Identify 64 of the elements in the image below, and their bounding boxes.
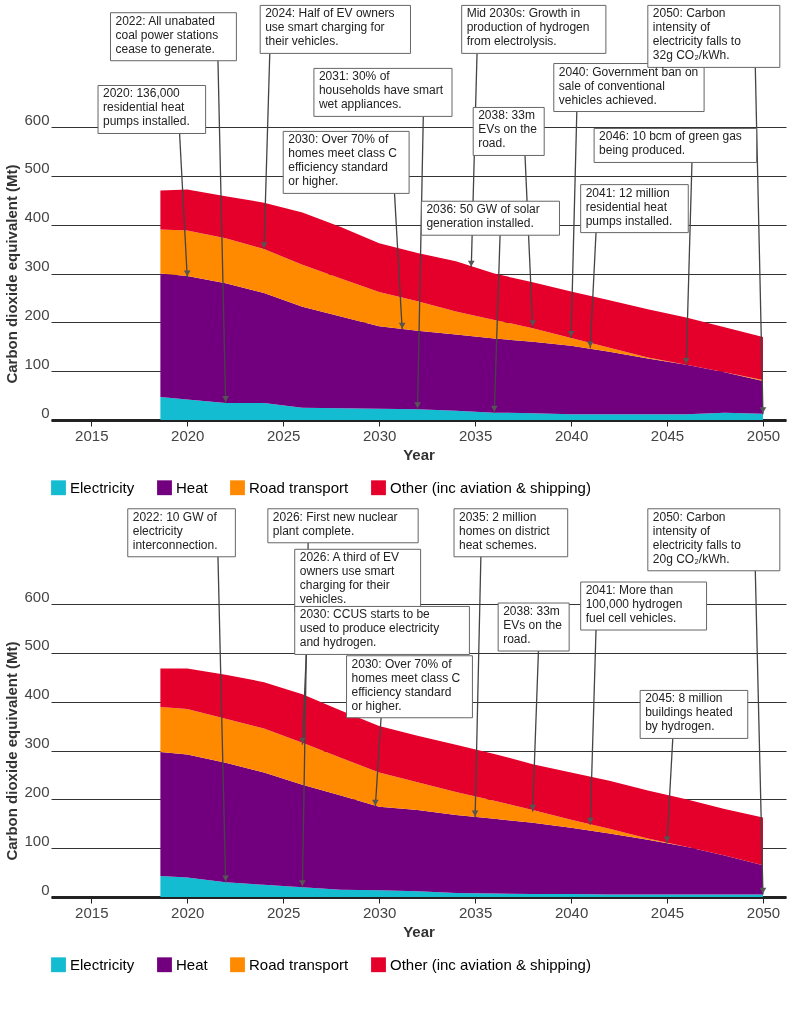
x-tick-label: 2050 — [746, 426, 781, 444]
annotation: 2035: 2 million homes on district heat schemes. — [459, 509, 551, 552]
y-tick-label: 400 — [24, 685, 50, 703]
legend-label: Heat — [176, 478, 209, 496]
legend-label: Electricity — [70, 955, 135, 973]
y-tick-label: 0 — [41, 880, 50, 898]
y-tick-label: 600 — [24, 110, 50, 128]
annotation: 2050: Carbon intensity of electricity falls to 20g CO₂/kWh. — [652, 509, 742, 566]
y-tick-label: 100 — [24, 354, 50, 372]
annotation: 2030: CCUS starts to be used to produce electricity and hydrogen. — [299, 607, 440, 650]
y-tick-label: 500 — [24, 159, 50, 177]
annotation: 2022: 10 GW of electricity interconnection. — [132, 509, 218, 552]
x-tick-label: 2040 — [554, 903, 589, 921]
annotation: 2022: All unabated coal power stations cease to generate. — [115, 13, 219, 56]
annotation: 2050: Carbon intensity of electricity falls to 32g CO₂/kWh. — [652, 6, 742, 63]
y-axis-title: Carbon dioxide equivalent (Mt) — [3, 164, 21, 384]
x-tick-label: 2020 — [171, 903, 205, 921]
x-tick-label: 2030 — [362, 903, 397, 921]
annotation: 2041: More than 100,000 hydrogen fuel cell vehicles. — [585, 583, 683, 626]
y-tick-label: 300 — [24, 734, 50, 751]
x-tick-label: 2035 — [458, 903, 493, 921]
annotation: 2031: 30% of households have smart wet appliances. — [317, 69, 444, 112]
annotation: 2038: 33m EVs on the road. — [503, 604, 563, 647]
legend-label: Road transport — [249, 955, 350, 973]
x-axis-title: Year — [403, 445, 436, 463]
x-tick-label: 2020 — [171, 426, 205, 444]
annotation: 2038: 33m EVs on the road. — [478, 108, 538, 151]
y-axis-title: Carbon dioxide equivalent (Mt) — [3, 641, 21, 861]
x-axis-title: Year — [403, 922, 436, 940]
x-tick-label: 2015 — [75, 903, 109, 921]
annotation: 2024: Half of EV owners use smart charging for their vehicles. — [265, 6, 395, 49]
annotation: 2030: Over 70% of homes meet class C efficiency standard or higher. — [288, 132, 398, 189]
annotation: 2040: Government ban on sale of conventional vehicles achieved. — [558, 64, 699, 107]
legend-label: Other (inc aviation & shipping) — [390, 955, 591, 973]
y-tick-label: 400 — [24, 208, 50, 226]
x-tick-label: 2050 — [746, 903, 781, 921]
y-tick-label: 200 — [24, 782, 50, 800]
x-tick-label: 2040 — [554, 426, 589, 444]
legend-label: Electricity — [70, 478, 135, 496]
y-tick-label: 200 — [24, 305, 50, 323]
annotation: 2030: Over 70% of homes meet class C efficiency standard or higher. — [351, 656, 461, 713]
y-tick-label: 300 — [24, 257, 50, 274]
x-tick-label: 2025 — [267, 903, 301, 921]
y-tick-label: 100 — [24, 831, 50, 849]
annotation: 2041: 12 million residential heat pumps installed. — [585, 185, 673, 228]
legend-label: Heat — [176, 955, 209, 973]
x-tick-label: 2025 — [267, 426, 301, 444]
x-tick-label: 2045 — [650, 426, 685, 444]
legend-label: Road transport — [249, 478, 350, 496]
y-tick-label: 600 — [24, 587, 50, 605]
y-tick-label: 500 — [24, 636, 50, 654]
annotation: 2026: First new nuclear plant complete. — [272, 509, 398, 538]
x-tick-label: 2035 — [458, 426, 493, 444]
x-tick-label: 2030 — [362, 426, 397, 444]
x-tick-label: 2015 — [75, 426, 109, 444]
annotation: 2020: 136,000 residential heat pumps installed. — [103, 86, 190, 129]
annotation: 2036: 50 GW of solar generation installed. — [426, 202, 540, 231]
x-tick-label: 2045 — [650, 903, 685, 921]
annotation: 2046: 10 bcm of green gas being produced. — [599, 129, 742, 158]
annotation: Mid 2030s: Growth in production of hydrogen from electrolysis. — [466, 6, 590, 49]
annotation: 2045: 8 million buildings heated by hydrogen. — [645, 691, 733, 734]
annotation: 2026: A third of EV owners use smart charging for their vehicles. — [299, 550, 400, 607]
legend-label: Other (inc aviation & shipping) — [390, 478, 591, 496]
y-tick-label: 0 — [41, 403, 50, 421]
